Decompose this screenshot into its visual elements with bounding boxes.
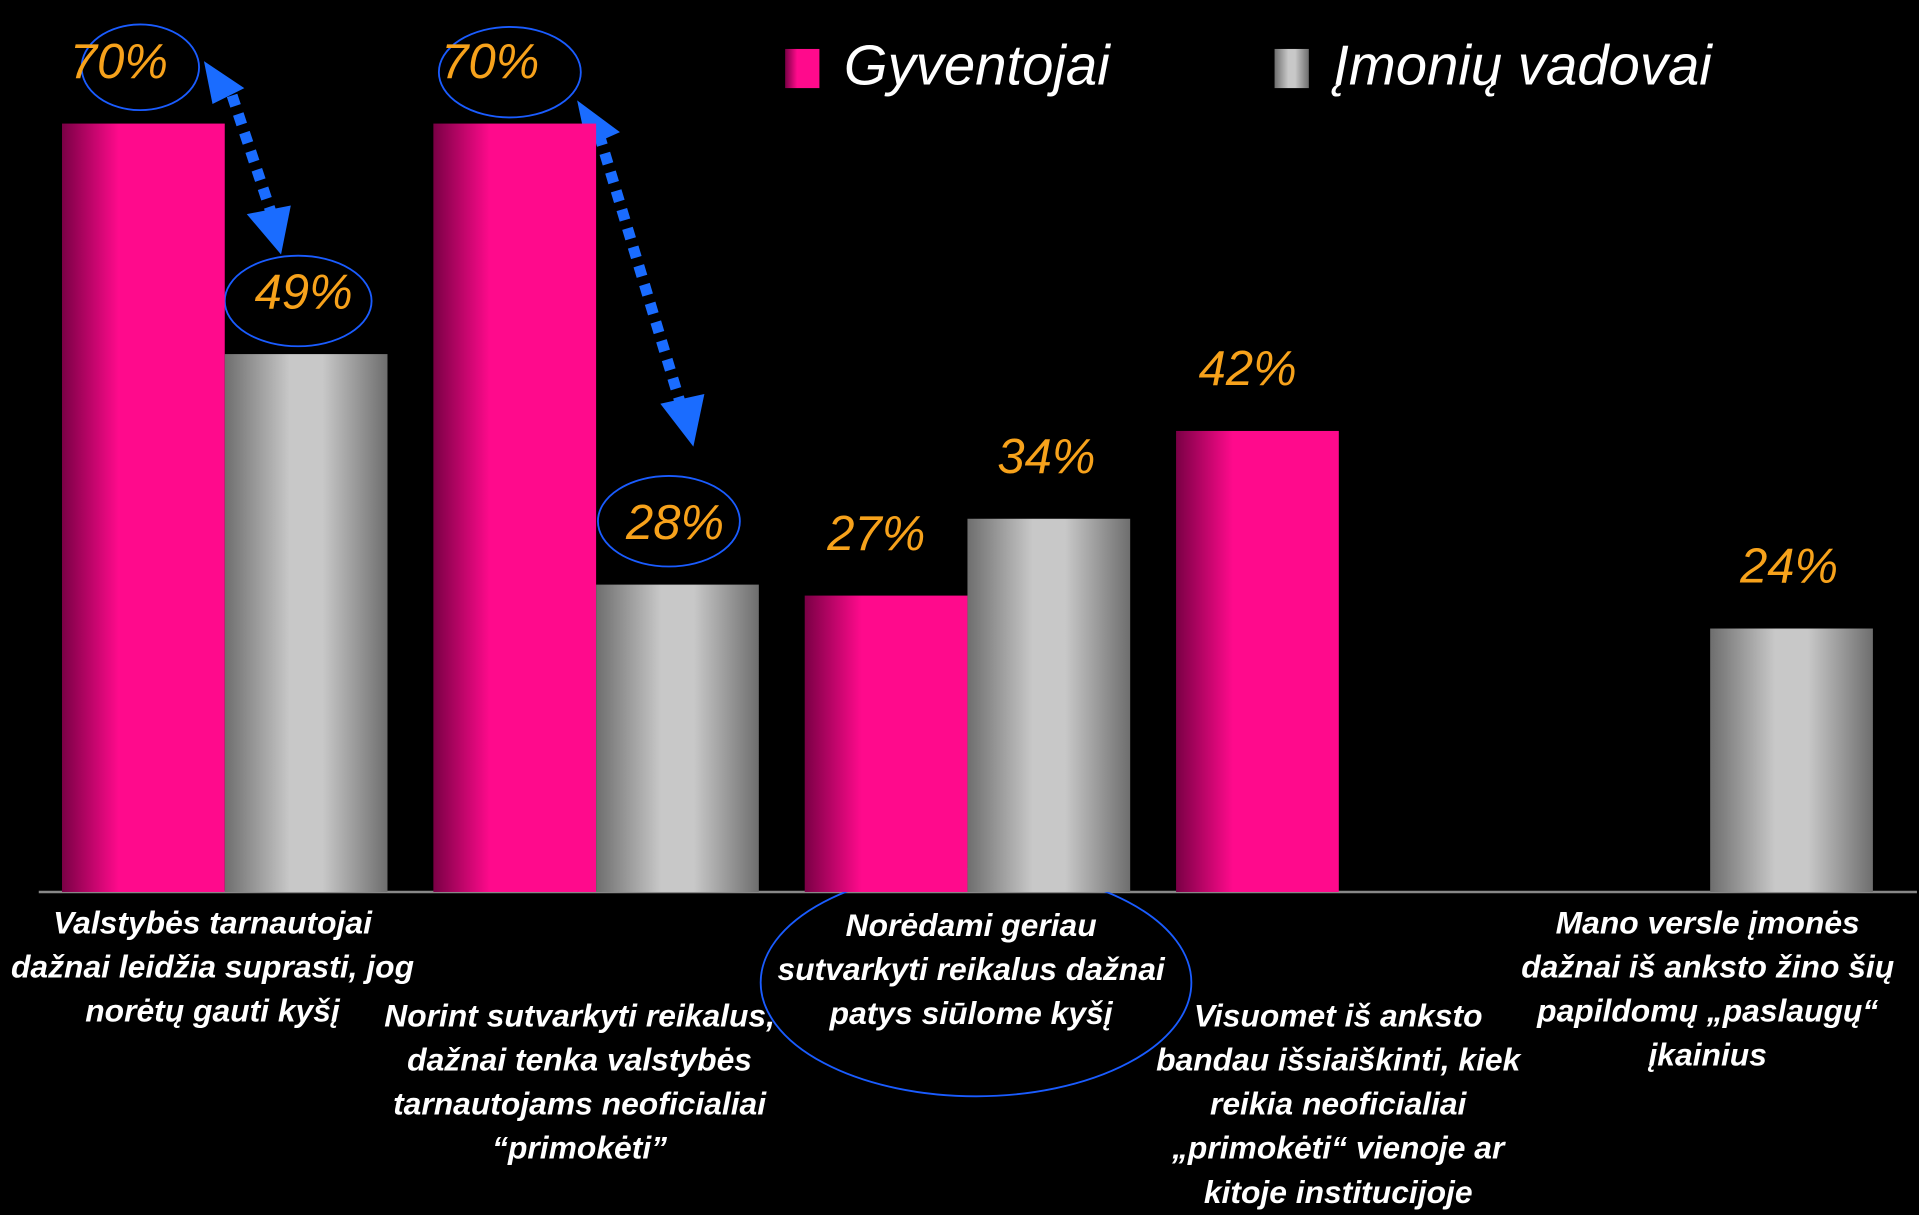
legend-swatch — [1274, 48, 1309, 89]
value-label: 49% — [255, 265, 353, 319]
ellipse — [437, 26, 582, 119]
bar — [433, 123, 597, 892]
category-label-box: Visuomet iš anksto bandau išsiaiškinti, … — [1156, 997, 1521, 1211]
value-label: 70% — [70, 35, 168, 89]
category-label-box: Norint sutvarkyti reikalus, dažnai tenka… — [384, 997, 775, 1167]
bar — [804, 595, 968, 892]
arrowhead — [203, 61, 245, 105]
value-label: 24% — [1739, 540, 1838, 594]
value-label: 28% — [625, 496, 724, 550]
category-label: Valstybės tarnautojai dažnai leidžia sup… — [10, 904, 415, 1030]
bar — [1176, 430, 1339, 892]
value-label: 34% — [997, 430, 1095, 484]
category-label: Norėdami geriau sutvarkyti reikalus dažn… — [777, 906, 1165, 1032]
bar — [967, 518, 1131, 892]
legend-label: Įmonių vadovai — [1331, 34, 1713, 97]
value-label: 42% — [1199, 342, 1297, 396]
bar — [596, 584, 759, 892]
arrowhead — [246, 205, 291, 255]
value-label: 27% — [826, 507, 925, 561]
category-label: Norint sutvarkyti reikalus, dažnai tenka… — [384, 997, 775, 1167]
category-label-box: Norėdami geriau sutvarkyti reikalus dažn… — [777, 906, 1165, 1032]
bar — [224, 354, 388, 892]
category-label: Visuomet iš anksto bandau išsiaiškinti, … — [1156, 997, 1521, 1211]
legend-label: Gyventojai — [844, 34, 1111, 97]
legend-swatch — [785, 48, 820, 89]
ellipse — [597, 475, 741, 568]
arrowhead — [660, 393, 705, 447]
arrow — [593, 132, 688, 412]
bar — [62, 123, 225, 892]
category-label: Mano versle įmonės dažnai iš anksto žino… — [1521, 904, 1895, 1074]
arrow — [226, 93, 279, 222]
ellipse — [80, 23, 200, 112]
highlights — [80, 23, 1193, 1098]
category-label-box: Valstybės tarnautojai dažnai leidžia sup… — [10, 904, 415, 1030]
bar — [1710, 628, 1873, 892]
value-label: 70% — [441, 35, 539, 89]
category-label-box: Mano versle įmonės dažnai iš anksto žino… — [1521, 904, 1895, 1074]
